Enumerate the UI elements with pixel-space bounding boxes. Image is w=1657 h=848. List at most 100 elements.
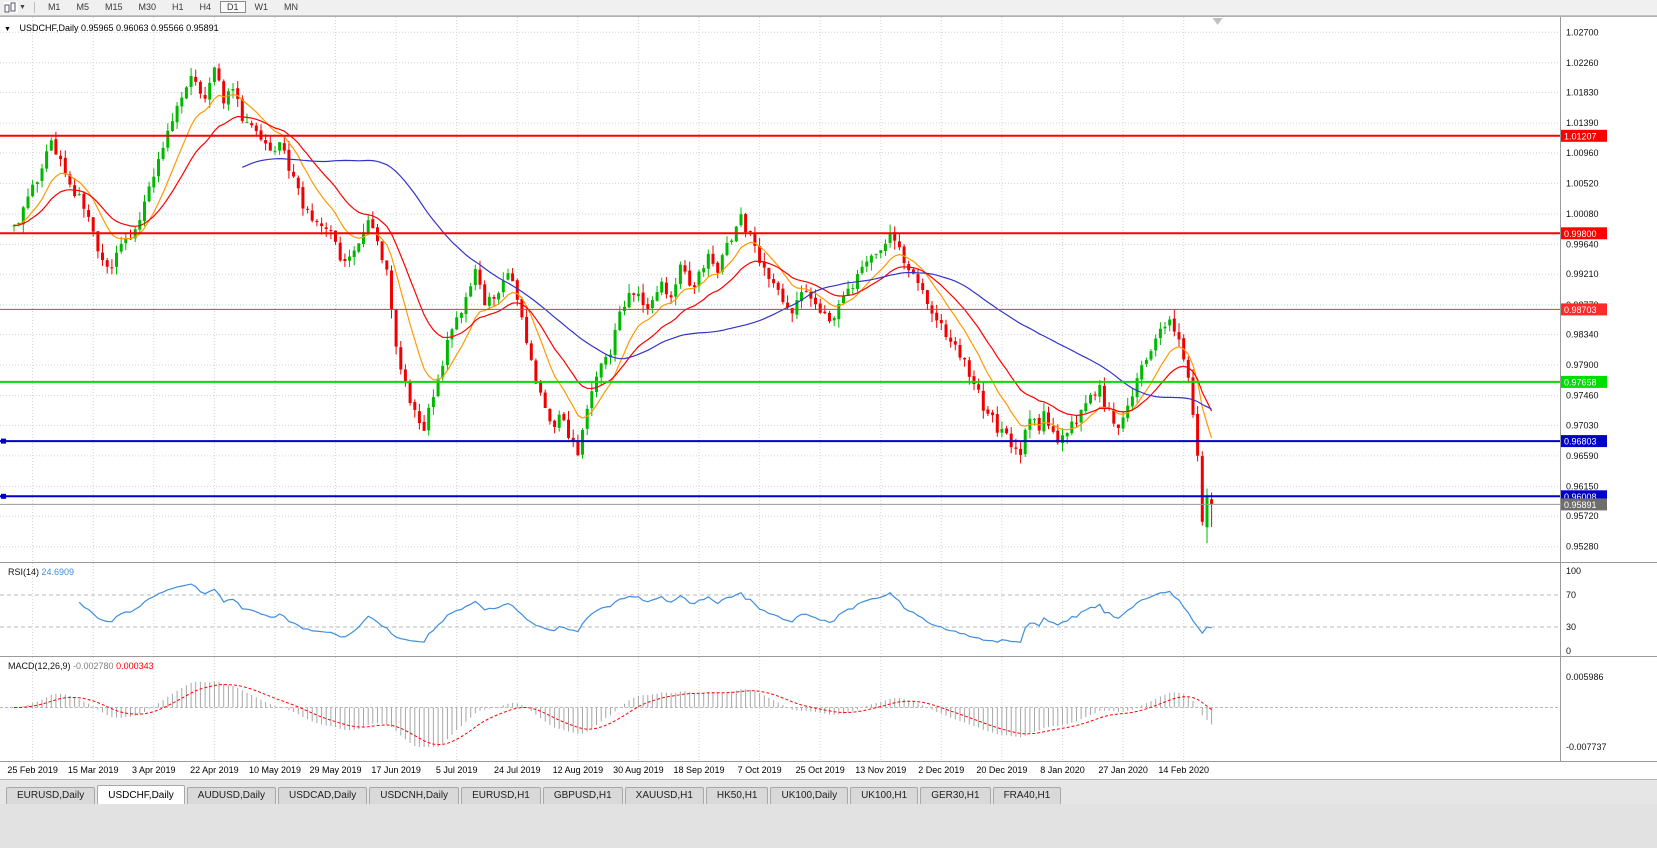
rsi-tick-label: 30 — [1566, 622, 1576, 632]
candle-body — [618, 311, 622, 331]
timeframe-button-h4[interactable]: H4 — [199, 2, 212, 12]
candle-body — [897, 241, 901, 248]
candle-body — [790, 308, 794, 314]
chart-tab-usdcnh-daily[interactable]: USDCNH,Daily — [369, 787, 460, 804]
candle-body — [823, 311, 827, 314]
chart-tab-xauusd-h1[interactable]: XAUUSD,H1 — [624, 787, 704, 804]
chart-window-icon[interactable] — [4, 2, 18, 13]
chart-shift-marker[interactable] — [1212, 18, 1223, 25]
date-axis[interactable]: 25 Feb 2019 15 Mar 2019 3 Apr 2019 22 Apr 2… — [0, 761, 1657, 779]
price-tick-label: 1.01390 — [1566, 118, 1599, 128]
candle-body — [1186, 359, 1190, 378]
candle-body — [809, 291, 813, 299]
chart-tab-uk100-daily[interactable]: UK100,Daily — [770, 787, 849, 804]
chart-window-icon-glyph — [4, 2, 18, 13]
dropdown-caret-icon[interactable]: ▼ — [19, 4, 26, 11]
candle-body — [1177, 332, 1181, 340]
candle-body — [264, 140, 268, 144]
candle-body — [655, 292, 659, 301]
candle-body — [175, 105, 179, 123]
price-tick-label: 0.99640 — [1566, 239, 1599, 249]
timeframe-button-mn[interactable]: MN — [284, 2, 299, 12]
moving-average-line-50 — [242, 157, 1212, 410]
candle-body — [320, 223, 324, 227]
rsi-indicator-panel[interactable]: 100 70 30 0 RSI(14) 24.6909 — [0, 563, 1657, 656]
candle-body — [576, 441, 580, 456]
candle-body — [91, 217, 95, 232]
chart-tab-usdchf-daily[interactable]: USDCHF,Daily — [97, 785, 185, 804]
candle-body — [893, 232, 897, 241]
panel-divider[interactable] — [0, 562, 1657, 563]
level-price-label: 0.97658 — [1564, 377, 1597, 387]
candle-body — [254, 125, 258, 132]
candle-body — [464, 297, 468, 315]
candle-body — [879, 250, 883, 254]
candle-body — [408, 381, 412, 403]
candle-body — [674, 284, 678, 297]
date-label: 5 Jul 2019 — [435, 765, 478, 775]
level-line-handle[interactable] — [1, 438, 6, 444]
candle-body — [1070, 421, 1074, 434]
candle-body — [1154, 338, 1158, 351]
chart-menu-icon[interactable]: ▼ — [4, 26, 11, 33]
candle-body — [222, 81, 226, 104]
chart-tab-usdcad-daily[interactable]: USDCAD,Daily — [278, 787, 368, 804]
candle-body — [82, 193, 86, 209]
candle-body — [501, 280, 505, 293]
candle-body — [1033, 419, 1036, 421]
level-line-handle[interactable] — [1, 493, 6, 499]
candle-body — [991, 412, 995, 416]
candle-body — [231, 89, 235, 91]
chart-tab-eurusd-daily[interactable]: EURUSD,Daily — [6, 787, 96, 804]
candle-body — [511, 273, 515, 282]
chart-tab-fra40-h1[interactable]: FRA40,H1 — [992, 787, 1062, 804]
macd-tick-label: 0.005986 — [1566, 672, 1604, 682]
candle-body — [814, 297, 817, 305]
macd-signal-line — [14, 684, 1212, 746]
panel-divider[interactable] — [0, 656, 1657, 657]
date-label: 20 Dec 2019 — [976, 765, 1028, 775]
chart-tab-uk100-h1[interactable]: UK100,H1 — [850, 787, 919, 804]
candle-body — [678, 264, 682, 284]
chart-tab-hk50-h1[interactable]: HK50,H1 — [705, 787, 769, 804]
chart-tab-ger30-h1[interactable]: GER30,H1 — [920, 787, 991, 804]
timeframe-button-h1[interactable]: H1 — [172, 2, 184, 12]
candle-body — [949, 337, 953, 342]
candle-body — [422, 421, 426, 431]
price-chart-panel[interactable]: 1.02700 1.02260 1.01830 1.01390 1.00960 1.005… — [0, 17, 1657, 562]
timeframe-button-d1[interactable]: D1 — [220, 1, 246, 13]
timeframe-button-m15[interactable]: M15 — [104, 2, 123, 12]
timeframe-button-w1[interactable]: W1 — [254, 2, 269, 12]
date-label: 17 Jun 2019 — [371, 765, 421, 775]
chart-tab-eurusd-h1[interactable]: EURUSD,H1 — [461, 787, 541, 804]
bid-price-tag — [1561, 498, 1607, 511]
price-tick-label: 1.00960 — [1566, 148, 1599, 158]
candle-body — [1116, 424, 1120, 428]
timeframe-button-m5[interactable]: M5 — [76, 2, 89, 12]
candle-body — [54, 139, 58, 155]
candle-body — [497, 293, 501, 300]
candle-body — [697, 271, 701, 287]
candle-body — [1019, 448, 1023, 456]
candle-body — [1196, 413, 1200, 456]
moving-average-line-10 — [13, 93, 1213, 439]
candle-body — [744, 214, 748, 233]
candle-body — [1205, 496, 1209, 528]
bid-price-label: 0.95891 — [1564, 500, 1597, 510]
price-tick-label: 0.95280 — [1566, 542, 1599, 552]
toolbar-separator — [33, 2, 35, 13]
candle-body — [702, 268, 706, 273]
candle-body — [250, 123, 254, 126]
chart-tab-audusd-daily[interactable]: AUDUSD,Daily — [186, 787, 277, 804]
candle-body — [352, 250, 356, 257]
timeframe-button-m30[interactable]: M30 — [138, 2, 156, 12]
macd-indicator-panel[interactable]: 0.005986 -0.007737 MACD(12,26,9) -0.002780… — [0, 657, 1657, 761]
candle-body — [12, 225, 16, 227]
candle-body — [487, 296, 491, 306]
candle-body — [455, 317, 459, 330]
candle-body — [1079, 409, 1083, 423]
candle-body — [399, 347, 403, 370]
candle-body — [77, 194, 81, 196]
timeframe-button-m1[interactable]: M1 — [47, 2, 61, 12]
chart-tab-gbpusd-h1[interactable]: GBPUSD,H1 — [542, 787, 623, 804]
